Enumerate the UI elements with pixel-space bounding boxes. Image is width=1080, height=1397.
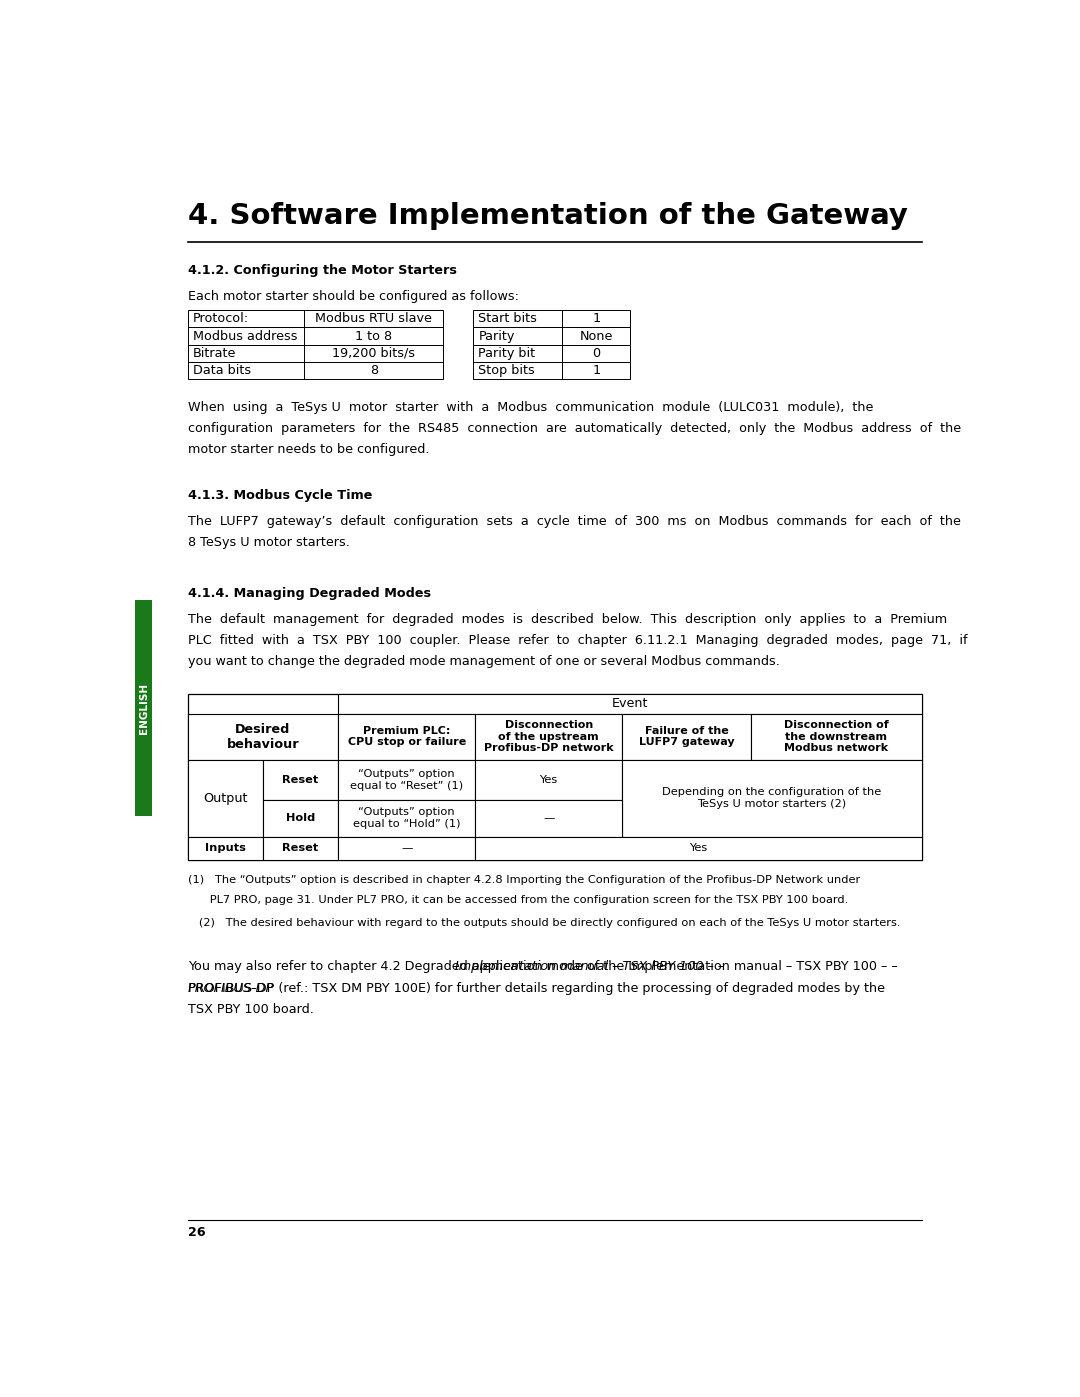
Text: 19,200 bits/s: 19,200 bits/s	[333, 346, 415, 360]
Bar	[188, 345, 444, 362]
Text: Bitrate: Bitrate	[193, 346, 237, 360]
Text: When  using  a  TeSys U  motor  starter  with  a  Modbus  communication  module : When using a TeSys U motor starter with …	[188, 401, 873, 414]
Text: 8 TeSys U motor starters.: 8 TeSys U motor starters.	[188, 536, 350, 549]
Text: Start bits: Start bits	[478, 313, 537, 326]
Text: Reset: Reset	[283, 844, 319, 854]
Text: 1: 1	[592, 365, 600, 377]
Bar	[475, 800, 622, 837]
Bar	[338, 693, 921, 714]
Bar	[188, 714, 338, 760]
Text: Each motor starter should be configured as follows:: Each motor starter should be configured …	[188, 291, 518, 303]
Bar	[338, 760, 475, 800]
Bar	[475, 714, 622, 760]
Text: Modbus RTU slave: Modbus RTU slave	[315, 313, 432, 326]
Text: 1: 1	[592, 313, 600, 326]
Text: Modbus address: Modbus address	[193, 330, 298, 342]
Text: Yes: Yes	[540, 775, 557, 785]
Text: PLC  fitted  with  a  TSX  PBY  100  coupler.  Please  refer  to  chapter  6.11.: PLC fitted with a TSX PBY 100 coupler. P…	[188, 634, 968, 647]
Bar	[338, 800, 475, 837]
Text: 4.1.2. Configuring the Motor Starters: 4.1.2. Configuring the Motor Starters	[188, 264, 457, 277]
Text: 4.1.3. Modbus Cycle Time: 4.1.3. Modbus Cycle Time	[188, 489, 373, 502]
Text: 4. Software Implementation of the Gateway: 4. Software Implementation of the Gatewa…	[188, 203, 907, 231]
Bar	[473, 310, 631, 327]
Text: None: None	[580, 330, 612, 342]
Text: PL7 PRO, page 31. Under PL7 PRO, it can be accessed from the configuration scree: PL7 PRO, page 31. Under PL7 PRO, it can …	[188, 895, 848, 905]
Text: 0: 0	[592, 346, 600, 360]
Bar	[262, 800, 338, 837]
Text: Inputs: Inputs	[205, 844, 246, 854]
Text: configuration  parameters  for  the  RS485  connection  are  automatically  dete: configuration parameters for the RS485 c…	[188, 422, 961, 434]
Text: Yes: Yes	[689, 844, 707, 854]
Text: Premium PLC:
CPU stop or failure: Premium PLC: CPU stop or failure	[348, 726, 465, 747]
Text: 26: 26	[188, 1227, 205, 1239]
Text: Implementation manual – TSX PBY 100 – –: Implementation manual – TSX PBY 100 – –	[455, 960, 725, 974]
Text: —: —	[543, 813, 554, 823]
Bar	[188, 760, 262, 837]
Text: Reset: Reset	[283, 775, 319, 785]
Bar	[188, 693, 921, 861]
Text: Depending on the configuration of the
TeSys U motor starters (2): Depending on the configuration of the Te…	[662, 788, 881, 809]
Text: You may also refer to chapter 4.2 Degraded application mode of the Implementatio: You may also refer to chapter 4.2 Degrad…	[188, 960, 897, 974]
Text: Event: Event	[611, 697, 648, 710]
Bar	[473, 345, 631, 362]
Bar	[188, 837, 262, 861]
Bar	[475, 760, 622, 800]
Bar	[475, 837, 921, 861]
Text: Disconnection of
the downstream
Modbus network: Disconnection of the downstream Modbus n…	[784, 719, 889, 753]
Text: Disconnection
of the upstream
Profibus-DP network: Disconnection of the upstream Profibus-D…	[484, 719, 613, 753]
Bar	[751, 714, 921, 760]
Text: (1)   The “Outputs” option is described in chapter 4.2.8 Importing the Configura: (1) The “Outputs” option is described in…	[188, 876, 860, 886]
Text: —: —	[401, 844, 413, 854]
Bar	[188, 327, 444, 345]
Text: PROFIBUS-DP: PROFIBUS-DP	[188, 982, 274, 995]
Text: Parity bit: Parity bit	[478, 346, 536, 360]
Text: (2)   The desired behaviour with regard to the outputs should be directly config: (2) The desired behaviour with regard to…	[188, 918, 901, 928]
Bar	[262, 837, 338, 861]
Text: Desired
behaviour: Desired behaviour	[227, 722, 299, 750]
Text: Output: Output	[203, 792, 247, 805]
Bar	[188, 310, 444, 327]
Text: The  default  management  for  degraded  modes  is  described  below.  This  des: The default management for degraded mode…	[188, 613, 947, 626]
Text: 1 to 8: 1 to 8	[355, 330, 392, 342]
Text: Hold: Hold	[286, 813, 315, 823]
Bar	[473, 362, 631, 380]
Bar	[338, 837, 475, 861]
Bar	[622, 760, 921, 837]
Text: Stop bits: Stop bits	[478, 365, 535, 377]
Bar	[188, 362, 444, 380]
Text: PROFIBUS-DP (ref.: TSX DM PBY 100E) for further details regarding the processing: PROFIBUS-DP (ref.: TSX DM PBY 100E) for …	[188, 982, 885, 995]
Text: TSX PBY 100 board.: TSX PBY 100 board.	[188, 1003, 313, 1016]
Text: Data bits: Data bits	[193, 365, 252, 377]
Text: Protocol:: Protocol:	[193, 313, 249, 326]
Text: 8: 8	[369, 365, 378, 377]
Text: “Outputs” option
equal to “Reset” (1): “Outputs” option equal to “Reset” (1)	[350, 768, 463, 791]
Text: motor starter needs to be configured.: motor starter needs to be configured.	[188, 443, 429, 457]
Text: 4.1.4. Managing Degraded Modes: 4.1.4. Managing Degraded Modes	[188, 587, 431, 599]
Bar	[622, 714, 751, 760]
Bar	[262, 760, 338, 800]
Bar	[338, 714, 475, 760]
Bar	[135, 601, 152, 816]
Text: you want to change the degraded mode management of one or several Modbus command: you want to change the degraded mode man…	[188, 655, 780, 668]
Text: The  LUFP7  gateway’s  default  configuration  sets  a  cycle  time  of  300  ms: The LUFP7 gateway’s default configuratio…	[188, 515, 960, 528]
Text: “Outputs” option
equal to “Hold” (1): “Outputs” option equal to “Hold” (1)	[353, 807, 460, 828]
Text: ENGLISH: ENGLISH	[138, 683, 149, 733]
Text: Failure of the
LUFP7 gateway: Failure of the LUFP7 gateway	[638, 726, 734, 747]
Text: Parity: Parity	[478, 330, 515, 342]
Bar	[473, 327, 631, 345]
